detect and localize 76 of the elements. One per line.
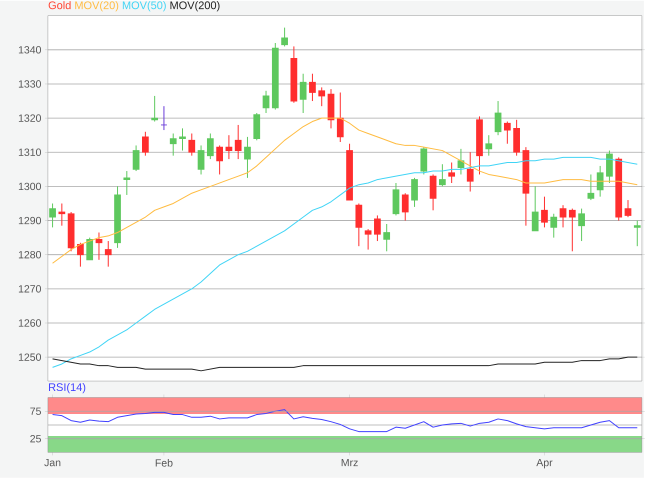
candlestick	[58, 203, 66, 226]
candlestick	[550, 213, 558, 238]
candlestick	[104, 240, 112, 268]
candlestick	[568, 208, 576, 252]
candlestick	[188, 133, 196, 156]
y-tick-label: 1310	[18, 148, 41, 156]
candlestick	[448, 162, 456, 184]
candlestick	[198, 144, 204, 176]
candlestick	[253, 112, 260, 141]
candlestick	[318, 86, 326, 107]
candlestick	[142, 131, 149, 156]
candlestick	[383, 224, 390, 252]
text: Gold	[48, 1, 71, 10]
candlestick	[578, 208, 585, 242]
y-tick-label: 1300	[18, 182, 41, 190]
text: MOV(50)	[122, 1, 166, 12]
candlestick	[411, 177, 418, 208]
y-tick-label: 1320	[18, 114, 41, 122]
candlestick	[560, 204, 566, 228]
candlestick	[504, 121, 511, 144]
candlestick	[77, 242, 84, 268]
candlestick	[466, 152, 474, 192]
y-tick-label: 1250	[18, 353, 41, 361]
candlestick	[364, 228, 372, 250]
text: MOV(20)	[75, 1, 118, 12]
candlestick	[439, 164, 446, 187]
y-tick-label: 25	[30, 435, 41, 442]
candlestick	[458, 148, 464, 176]
y-tick-label: 1290	[18, 216, 41, 224]
candlestick	[123, 170, 130, 196]
y-tick-label: 1330	[18, 80, 41, 88]
candlestick	[151, 95, 158, 122]
text: MOV(200)	[170, 1, 220, 12]
candlestick	[402, 192, 409, 222]
y-tick-label: 75	[30, 408, 41, 415]
candlestick	[532, 186, 539, 232]
candlestick	[216, 144, 223, 176]
candlestick	[309, 73, 316, 102]
y-tick-label: 1280	[18, 251, 41, 258]
candlestick	[494, 100, 502, 136]
y-tick-label: 1260	[18, 319, 41, 327]
x-tick-label: Apr	[536, 458, 552, 468]
candlestick	[606, 150, 613, 184]
candlestick	[541, 196, 548, 228]
candlestick	[206, 133, 214, 160]
y-tick-label: 1270	[18, 285, 41, 293]
candlestick	[336, 92, 344, 143]
candlestick	[49, 203, 56, 228]
y-tick-label: 1340	[18, 46, 41, 54]
candlestick	[374, 214, 381, 242]
candlestick	[634, 220, 641, 247]
candlestick	[226, 134, 232, 160]
series-label: RSI(14)	[49, 383, 86, 394]
candlestick	[132, 144, 140, 172]
x-tick-label: Feb	[156, 458, 173, 467]
candlestick	[624, 200, 632, 218]
candlestick	[234, 124, 242, 160]
candlestick	[392, 182, 400, 216]
candlestick	[160, 106, 168, 131]
x-tick-label: Mrz	[342, 458, 358, 466]
candlestick	[300, 73, 307, 114]
candlestick	[86, 237, 94, 260]
candlestick	[281, 27, 288, 47]
candlestick	[170, 133, 177, 156]
candlestick	[355, 203, 362, 247]
candlestick	[430, 174, 436, 211]
candlestick	[596, 165, 604, 198]
candlestick	[588, 174, 594, 201]
candlestick	[179, 128, 186, 152]
candlestick	[262, 90, 270, 114]
candlestick	[96, 232, 102, 260]
x-tick-label: Jan	[44, 458, 60, 466]
candlestick	[513, 119, 520, 156]
candlestick	[244, 136, 251, 178]
candlestick	[420, 146, 428, 176]
candlestick	[485, 134, 492, 156]
